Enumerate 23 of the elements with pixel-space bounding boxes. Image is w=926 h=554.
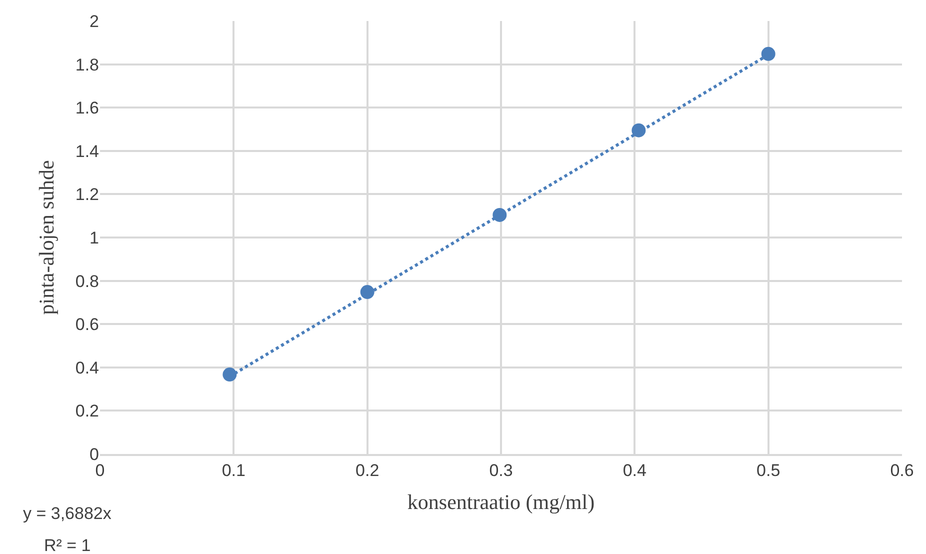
y-tick-label: 1 (90, 228, 99, 248)
text: R² = 1 (44, 536, 91, 554)
y-tick-label: 0 (90, 444, 99, 464)
x-tick-label: 0.1 (222, 461, 246, 480)
y-tick-label: 0.8 (75, 272, 99, 291)
y-tick-label: 0.6 (75, 315, 99, 334)
y-tick-label: 1.6 (75, 98, 99, 118)
y-tick-label: 1.4 (75, 142, 99, 161)
y-axis-title: pinta-alojen suhde (34, 160, 59, 315)
x-tick-label: 0.5 (756, 461, 780, 480)
y-tick-label: 0.4 (75, 358, 99, 378)
x-tick-label: 0.4 (622, 461, 646, 480)
text: y = 3,6882x (23, 504, 112, 523)
x-tick-label: 0.6 (890, 461, 914, 480)
x-axis-title: konsentraatio (mg/ml) (407, 490, 595, 514)
y-tick-label: 2 (90, 12, 99, 31)
y-tick-label: 0.2 (75, 402, 99, 421)
y-tick-label: 1.2 (75, 185, 99, 204)
x-tick-label: 0.3 (489, 461, 513, 480)
point (761, 46, 776, 61)
x-tick-label: 0.2 (356, 461, 380, 480)
y-tick-label: 1.8 (75, 55, 99, 74)
point (222, 368, 237, 382)
